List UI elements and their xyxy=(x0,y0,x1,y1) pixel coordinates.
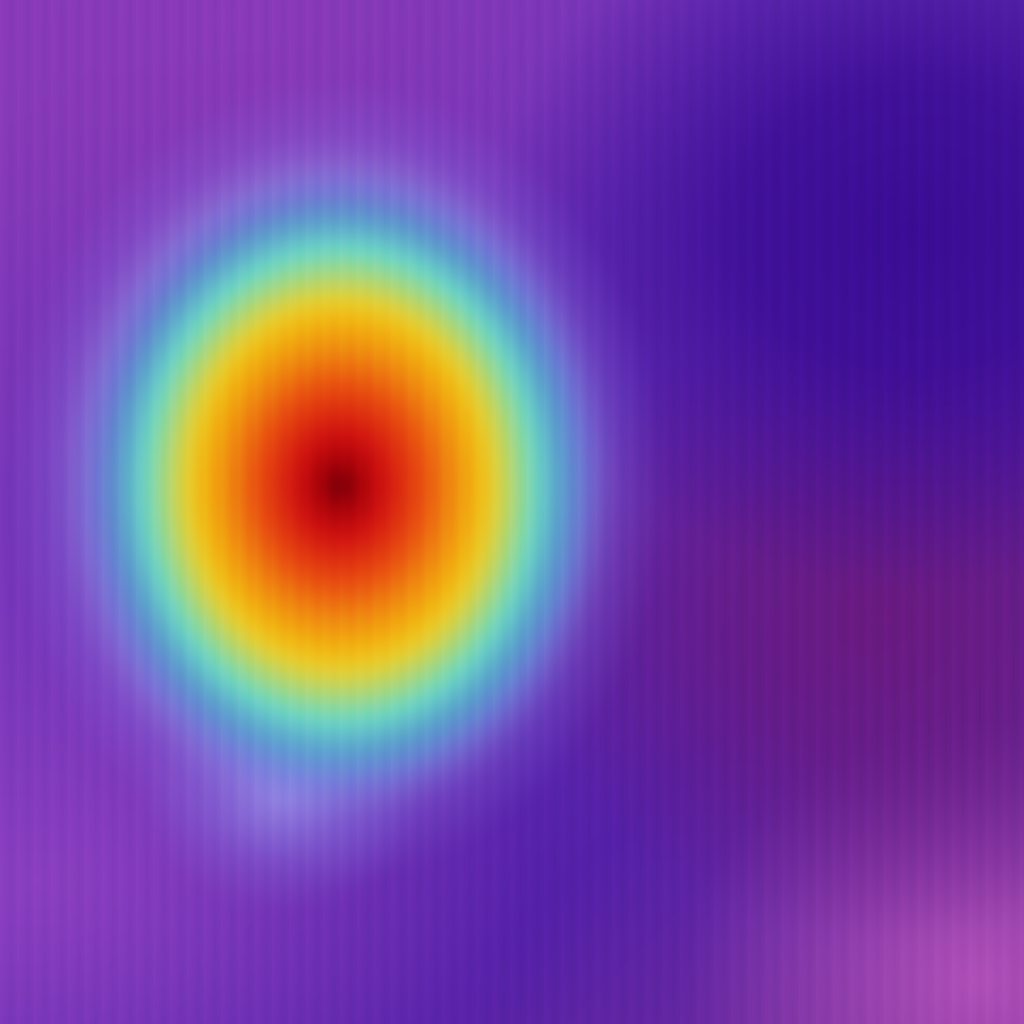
streak-texture xyxy=(0,0,1024,1024)
heat-blob xyxy=(0,0,1024,1024)
heatmap-layers xyxy=(0,0,1024,1024)
heatmap-image xyxy=(0,0,1024,1024)
